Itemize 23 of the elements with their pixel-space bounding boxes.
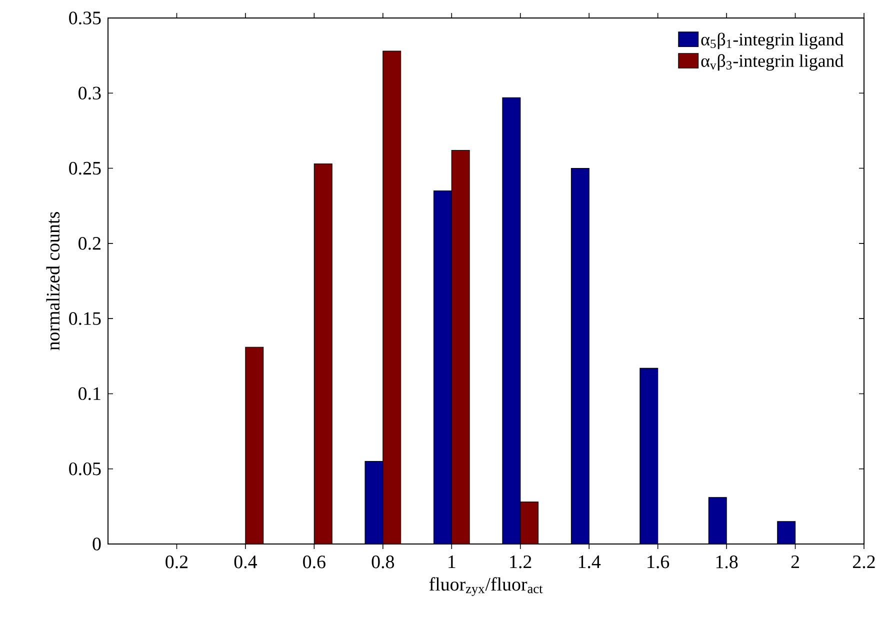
legend-label: α$_{v}$β$_{3}$-integrin ligand — [701, 54, 844, 71]
x-tick-label: 0.8 — [372, 556, 394, 568]
x-tick-label: 1.2 — [510, 556, 532, 568]
x-tick-label: 1.8 — [716, 556, 738, 568]
x-tick-label: 0.4 — [234, 556, 257, 568]
x-tick-label: 2 — [791, 556, 799, 568]
y-tick-label: 0.3 — [78, 86, 101, 100]
y-tick-label: 0.15 — [69, 312, 101, 325]
x-tick-label: 1.4 — [578, 556, 601, 568]
x-tick-label: 1 — [448, 556, 456, 568]
y-tick-label: 0.1 — [78, 387, 100, 400]
legend-label: α$_{5}$β$_{1}$-integrin ligand — [701, 32, 844, 50]
x-tick-label: 2.2 — [853, 556, 875, 568]
y-tick-label: 0.35 — [69, 12, 101, 24]
x-axis-title: fluor$_{zyx}$/fluor$_{act}$ — [429, 577, 543, 596]
y-tick-label: 0.2 — [78, 237, 100, 250]
y-tick-label: 0.05 — [69, 462, 101, 476]
x-tick-label: 0.2 — [166, 556, 188, 568]
y-tick-label: 0.25 — [69, 162, 101, 175]
x-tick-label: 1.6 — [648, 556, 670, 568]
y-axis-title: normalized counts — [46, 212, 60, 350]
y-tick-label: 0 — [92, 538, 101, 550]
x-tick-label: 0.6 — [303, 556, 326, 568]
